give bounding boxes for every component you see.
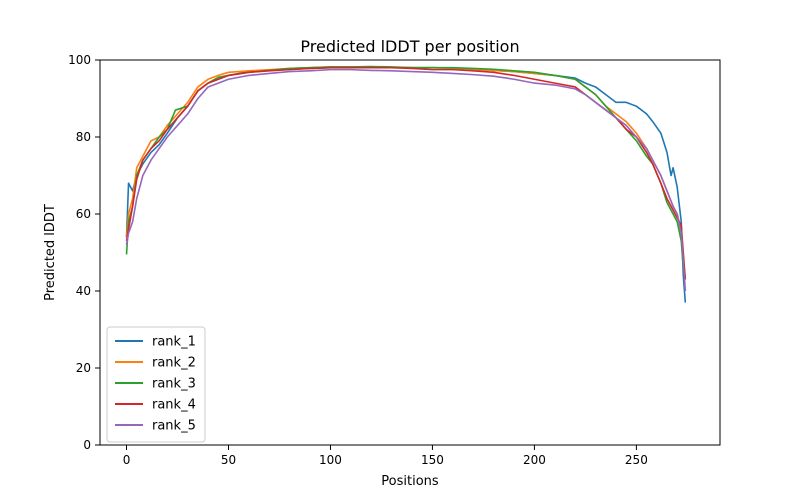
series-line-rank-4 [125, 66, 687, 280]
y-tick-label: 20 [76, 361, 91, 375]
x-tick-label: 200 [523, 453, 546, 467]
y-tick-label: 80 [76, 130, 91, 144]
y-tick-label: 40 [76, 284, 91, 298]
legend-box [106, 326, 206, 443]
x-axis: 0 50 100 150 200 250 [123, 445, 648, 467]
x-tick-label: 250 [625, 453, 648, 467]
y-tick-label: 60 [76, 207, 91, 221]
legend-label: rank_3 [152, 377, 196, 392]
legend: rank_1 rank_2 rank_3 rank_4 rank_5 [106, 326, 206, 443]
x-tick-label: 150 [421, 453, 444, 467]
y-tick-label: 100 [68, 53, 91, 67]
chart-title: Predicted lDDT per position [300, 37, 519, 56]
legend-label: rank_5 [152, 419, 196, 434]
x-axis-label: Positions [381, 474, 439, 489]
x-tick-label: 100 [319, 453, 342, 467]
y-axis: 0 20 40 60 80 100 [68, 53, 100, 452]
series-layer [125, 65, 687, 303]
x-tick-label: 0 [123, 453, 131, 467]
series-line-rank-3 [125, 65, 687, 280]
y-tick-label: 0 [83, 438, 91, 452]
y-axis-label: Predicted lDDT [43, 204, 58, 301]
legend-label: rank_4 [152, 398, 196, 413]
legend-label: rank_2 [152, 356, 196, 371]
series-line-rank-5 [125, 68, 687, 292]
x-tick-label: 50 [221, 453, 236, 467]
legend-label: rank_1 [152, 335, 196, 350]
axes-frame [99, 59, 721, 446]
